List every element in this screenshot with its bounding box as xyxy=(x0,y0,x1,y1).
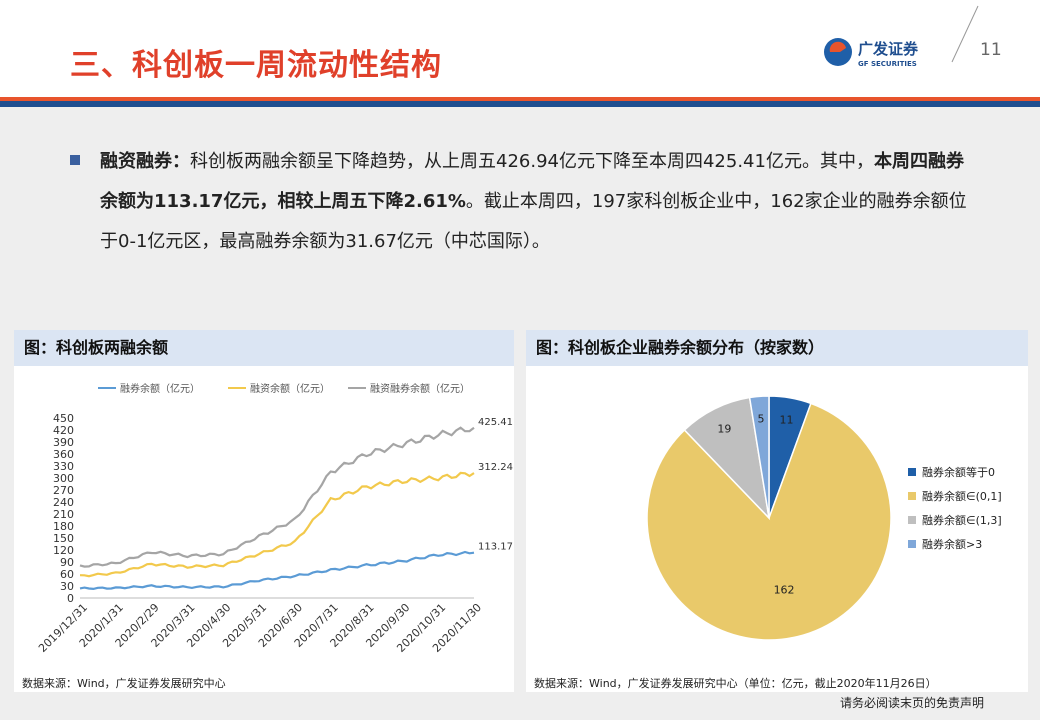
series-end-label-1: 113.17 xyxy=(478,542,513,553)
footer-disclaimer: 请务必阅读末页的免责声明 xyxy=(840,696,985,710)
y-tick-label: 0 xyxy=(67,592,74,605)
gf-securities-logo: 广发证券 GF SECURITIES xyxy=(824,38,919,68)
series-line-2 xyxy=(79,471,475,578)
header-rule-blue xyxy=(0,101,1040,107)
para-bold-1: 本周四融券余额为113.17亿元，相较上周五下降2.61% xyxy=(100,151,964,212)
pie-slice-4 xyxy=(748,395,770,519)
pie-value-label-2: 162 xyxy=(774,584,795,597)
pie-value-label-1: 11 xyxy=(779,413,793,426)
page-title: 三、科创板一周流动性结构 xyxy=(70,48,442,83)
y-tick-label: 120 xyxy=(53,544,74,557)
line-chart: 融券余额（亿元） 融资余额（亿元） 融资融券余额（亿元）03060901201501… xyxy=(36,382,513,655)
para-text-2: 。截止本周四，197家科创板企业中，162家企业的融券余额位于0-1亿元区，最高… xyxy=(100,191,967,252)
y-tick-label: 420 xyxy=(53,424,74,437)
y-tick-label: 30 xyxy=(60,580,74,593)
header-slash-divider xyxy=(951,5,979,63)
y-tick-label: 60 xyxy=(60,568,74,581)
y-tick-label: 150 xyxy=(53,532,74,545)
pie-legend-swatch-1 xyxy=(908,468,916,476)
y-tick-label: 300 xyxy=(53,472,74,485)
logo-text-cn: 广发证券 xyxy=(858,40,919,58)
bullet-square xyxy=(70,155,80,165)
legend-label-3: 融资融券余额（亿元） xyxy=(370,382,470,395)
pie-legend-label-3: 融券余额∈(1,3] xyxy=(922,513,1002,527)
y-tick-label: 90 xyxy=(60,556,74,569)
pie-legend-label-4: 融券余额>3 xyxy=(922,537,982,551)
series-line-3 xyxy=(79,426,475,568)
para-label: 融资融券： xyxy=(100,151,190,172)
pie-legend-label-2: 融券余额∈(0,1] xyxy=(922,489,1002,503)
pie-legend-swatch-2 xyxy=(908,492,916,500)
pie-legend-swatch-3 xyxy=(908,516,916,524)
series-end-label-3: 425.41 xyxy=(478,417,513,428)
y-tick-label: 330 xyxy=(53,460,74,473)
right-chart-panel: 图：科创板企业融券余额分布（按家数） 11 162 19 5 融券余额等于0 融券余额∈(… xyxy=(526,330,1028,692)
left-chart-heading: 图：科创板两融余额 xyxy=(14,330,514,366)
left-chart-source: 数据来源：Wind，广发证券发展研究中心 xyxy=(22,677,226,690)
legend-label-1: 融券余额（亿元） xyxy=(120,382,200,395)
logo-text-en: GF SECURITIES xyxy=(858,60,917,68)
pie-slice-3 xyxy=(683,396,771,521)
y-tick-label: 270 xyxy=(53,484,74,497)
page-number: 11 xyxy=(980,40,1002,60)
y-tick-label: 180 xyxy=(53,520,74,533)
para-text-1: 科创板两融余额呈下降趋势，从上周五426.94亿元下降至本周四425.41亿元。… xyxy=(190,151,874,172)
pie-legend-swatch-4 xyxy=(908,540,916,548)
pie-legend-label-1: 融券余额等于0 xyxy=(922,465,995,479)
header-rule-orange xyxy=(0,97,1040,101)
right-chart-source: 数据来源：Wind，广发证券发展研究中心（单位：亿元，截止2020年11月26日… xyxy=(534,677,937,690)
series-line-1 xyxy=(79,550,475,591)
y-tick-label: 360 xyxy=(53,448,74,461)
pie-value-label-4: 5 xyxy=(758,412,765,425)
pie-chart: 11 162 19 5 融券余额等于0 融券余额∈(0,1] 融券余额∈(1,3] 融券余额>… xyxy=(646,395,1002,641)
left-chart-panel: 图：科创板两融余额 融券余额（亿元） 融资余额（亿元） 融资融券余额（亿元） 0 30 6… xyxy=(14,330,514,692)
right-chart-heading: 图：科创板企业融券余额分布（按家数） xyxy=(526,330,1028,366)
y-tick-label: 450 xyxy=(53,412,74,425)
body-paragraph: 融资融券：科创板两融余额呈下降趋势，从上周五426.94亿元下降至本周四425.… xyxy=(100,142,970,262)
y-tick-label: 210 xyxy=(53,508,74,521)
y-tick-label: 390 xyxy=(53,436,74,449)
series-end-label-2: 312.24 xyxy=(478,462,513,473)
pie-slice-2 xyxy=(646,402,892,641)
pie-value-label-3: 19 xyxy=(717,422,731,435)
legend-label-2: 融资余额（亿元） xyxy=(250,382,330,395)
y-tick-label: 240 xyxy=(53,496,74,509)
